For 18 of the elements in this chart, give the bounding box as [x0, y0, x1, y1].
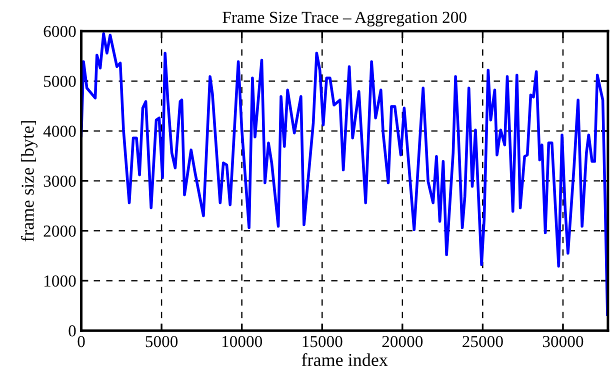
x-tick-label: 30000	[542, 336, 584, 348]
y-tick-label: 0	[68, 325, 76, 337]
y-tick-label: 4000	[43, 126, 76, 137]
y-tick-label: 5000	[44, 76, 76, 88]
line-series	[81, 32, 608, 316]
x-tick-label: 5000	[146, 336, 178, 348]
x-tick-label: 10000	[222, 336, 262, 348]
x-tick-label: 20000	[382, 336, 423, 348]
y-tick-label: 6000	[44, 26, 76, 38]
y-axis-title: frame size [byte]	[20, 121, 38, 242]
y-tick-label: 3000	[44, 176, 76, 187]
x-tick-label: 0	[78, 336, 85, 348]
x-tick-label: 25000	[462, 336, 503, 348]
x-axis-title: frame index	[302, 353, 388, 366]
x-tick-label: 15000	[302, 336, 342, 348]
y-tick-label: 1000	[44, 275, 76, 287]
chart-title: Frame Size Trace – Aggregation 200	[222, 12, 466, 26]
y-tick-label: 2000	[44, 225, 76, 237]
